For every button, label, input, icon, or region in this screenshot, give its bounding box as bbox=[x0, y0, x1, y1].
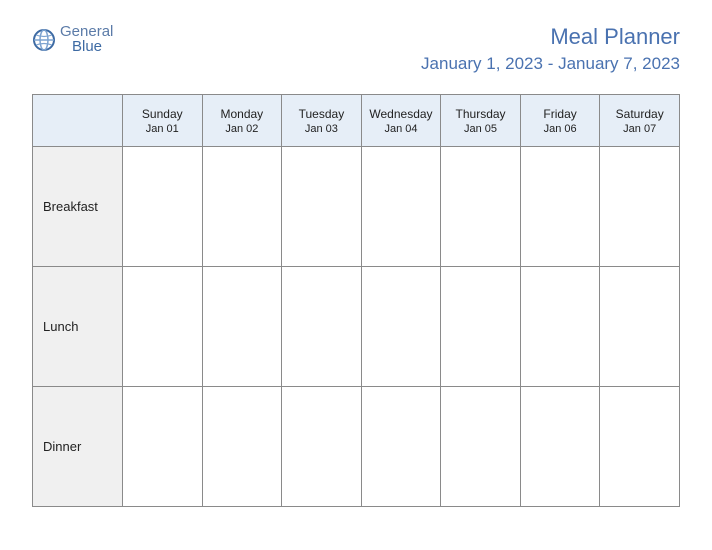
meal-cell[interactable] bbox=[361, 387, 441, 507]
day-header-fri: Friday Jan 06 bbox=[520, 95, 600, 147]
day-name: Friday bbox=[525, 107, 596, 121]
meal-cell[interactable] bbox=[282, 147, 362, 267]
meal-cell[interactable] bbox=[123, 387, 203, 507]
logo: General Blue bbox=[32, 24, 113, 55]
day-name: Tuesday bbox=[286, 107, 357, 121]
meal-cell[interactable] bbox=[520, 387, 600, 507]
day-header-sat: Saturday Jan 07 bbox=[600, 95, 680, 147]
table-row: Dinner bbox=[33, 387, 680, 507]
day-date: Jan 05 bbox=[445, 123, 516, 135]
day-date: Jan 04 bbox=[366, 123, 437, 135]
day-header-tue: Tuesday Jan 03 bbox=[282, 95, 362, 147]
day-date: Jan 06 bbox=[525, 123, 596, 135]
meal-cell[interactable] bbox=[282, 387, 362, 507]
meal-label-breakfast: Breakfast bbox=[33, 147, 123, 267]
meal-label-lunch: Lunch bbox=[33, 267, 123, 387]
meal-cell[interactable] bbox=[202, 267, 282, 387]
day-header-wed: Wednesday Jan 04 bbox=[361, 95, 441, 147]
meal-planner-table: Sunday Jan 01 Monday Jan 02 Tuesday Jan … bbox=[32, 94, 680, 507]
day-date: Jan 03 bbox=[286, 123, 357, 135]
meal-cell[interactable] bbox=[520, 267, 600, 387]
meal-cell[interactable] bbox=[202, 147, 282, 267]
meal-cell[interactable] bbox=[520, 147, 600, 267]
day-date: Jan 02 bbox=[207, 123, 278, 135]
header-row: Sunday Jan 01 Monday Jan 02 Tuesday Jan … bbox=[33, 95, 680, 147]
meal-cell[interactable] bbox=[600, 387, 680, 507]
day-name: Sunday bbox=[127, 107, 198, 121]
meal-cell[interactable] bbox=[123, 147, 203, 267]
logo-word-2: Blue bbox=[72, 39, 113, 56]
day-date: Jan 01 bbox=[127, 123, 198, 135]
meal-cell[interactable] bbox=[441, 267, 521, 387]
meal-cell[interactable] bbox=[202, 387, 282, 507]
header: General Blue Meal Planner January 1, 202… bbox=[32, 24, 680, 74]
meal-label-dinner: Dinner bbox=[33, 387, 123, 507]
corner-cell bbox=[33, 95, 123, 147]
globe-icon bbox=[32, 28, 56, 52]
day-name: Saturday bbox=[604, 107, 675, 121]
meal-cell[interactable] bbox=[441, 147, 521, 267]
logo-text: General Blue bbox=[60, 24, 113, 55]
table-row: Breakfast bbox=[33, 147, 680, 267]
day-date: Jan 07 bbox=[604, 123, 675, 135]
day-name: Wednesday bbox=[366, 107, 437, 121]
day-header-thu: Thursday Jan 05 bbox=[441, 95, 521, 147]
table-row: Lunch bbox=[33, 267, 680, 387]
page-title: Meal Planner bbox=[421, 24, 680, 50]
day-header-mon: Monday Jan 02 bbox=[202, 95, 282, 147]
meal-cell[interactable] bbox=[282, 267, 362, 387]
meal-cell[interactable] bbox=[600, 267, 680, 387]
day-header-sun: Sunday Jan 01 bbox=[123, 95, 203, 147]
meal-cell[interactable] bbox=[441, 387, 521, 507]
meal-cell[interactable] bbox=[361, 267, 441, 387]
meal-cell[interactable] bbox=[123, 267, 203, 387]
day-name: Monday bbox=[207, 107, 278, 121]
meal-cell[interactable] bbox=[600, 147, 680, 267]
meal-cell[interactable] bbox=[361, 147, 441, 267]
title-group: Meal Planner January 1, 2023 - January 7… bbox=[421, 24, 680, 74]
day-name: Thursday bbox=[445, 107, 516, 121]
date-range: January 1, 2023 - January 7, 2023 bbox=[421, 54, 680, 74]
